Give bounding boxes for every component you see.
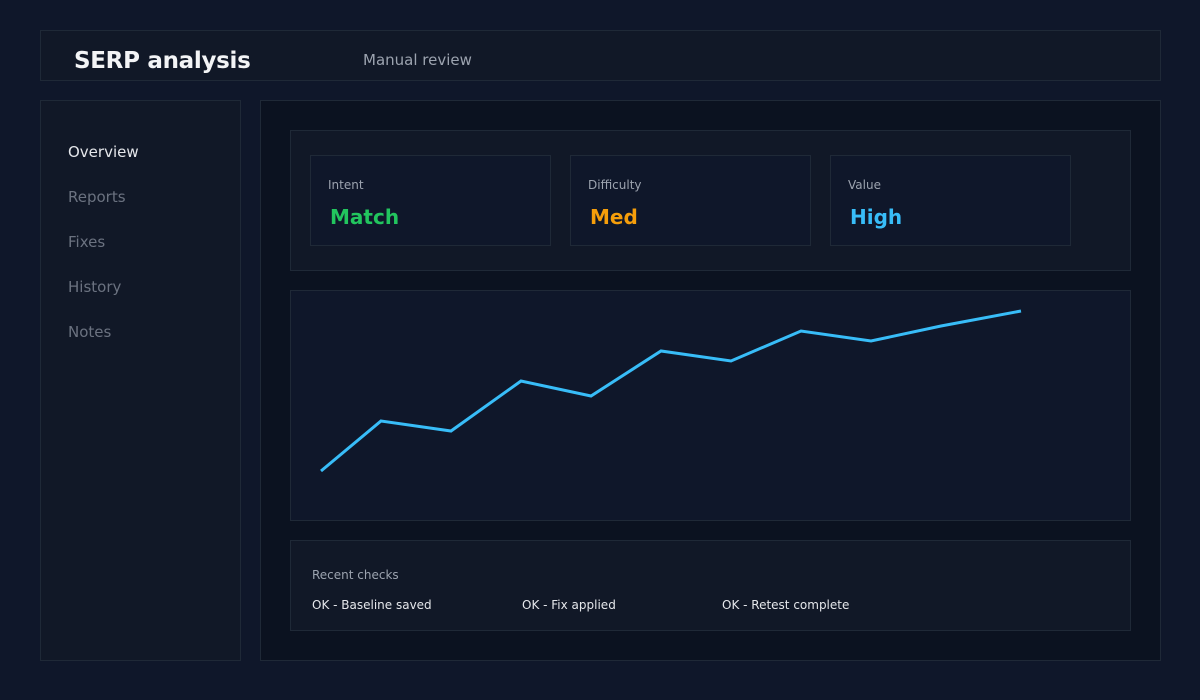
stat-value: Med: [590, 205, 638, 229]
stat-label: Value: [848, 178, 881, 192]
check-item: OK - Baseline saved: [312, 598, 432, 612]
check-item: OK - Fix applied: [522, 598, 616, 612]
stat-label: Difficulty: [588, 178, 642, 192]
header-subtitle: Manual review: [363, 51, 472, 69]
recent-checks-panel: Recent checks OK - Baseline saved OK - F…: [290, 540, 1131, 631]
recent-checks-title: Recent checks: [312, 568, 399, 582]
trend-chart: [290, 290, 1131, 521]
chart-line: [320, 309, 1022, 473]
stat-card-intent: Intent Match: [310, 155, 551, 246]
sidebar-item-history[interactable]: History: [68, 278, 122, 296]
stat-card-difficulty: Difficulty Med: [570, 155, 811, 246]
sidebar-item-notes[interactable]: Notes: [68, 323, 112, 341]
stat-value: Match: [330, 205, 400, 229]
sidebar: Overview Reports Fixes History Notes: [40, 100, 241, 661]
header-bar: SERP analysis Manual review: [40, 30, 1161, 81]
stat-value: High: [850, 205, 903, 229]
app-title: SERP analysis: [74, 48, 251, 74]
sidebar-item-fixes[interactable]: Fixes: [68, 233, 106, 251]
stat-label: Intent: [328, 178, 364, 192]
check-item: OK - Retest complete: [722, 598, 850, 612]
stat-card-value: Value High: [830, 155, 1071, 246]
line-chart-svg: [320, 309, 1022, 473]
sidebar-item-reports[interactable]: Reports: [68, 188, 126, 206]
sidebar-item-overview[interactable]: Overview: [68, 143, 139, 161]
